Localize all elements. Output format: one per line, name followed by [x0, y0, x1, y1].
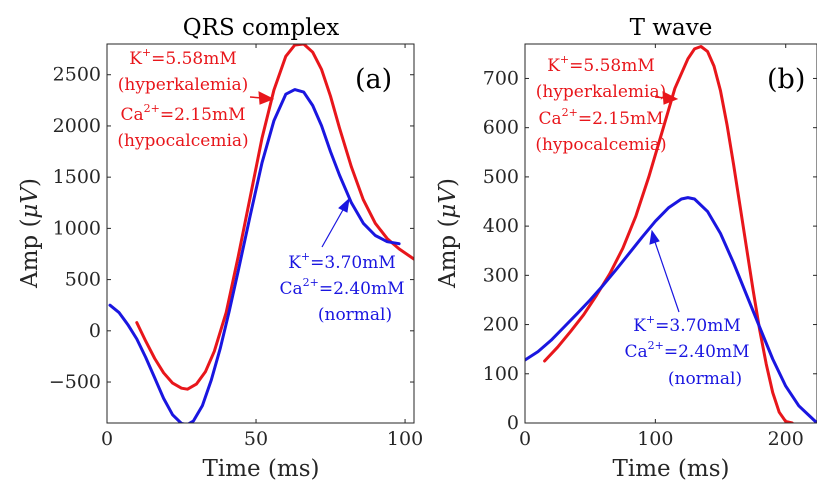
panel-b-arrow-hyper	[654, 91, 679, 105]
panel-b-ytick-label: 500	[483, 166, 519, 188]
panel-b-xtick-label: 100	[637, 428, 673, 450]
panel-a-xtick-label: 100	[387, 428, 423, 450]
panel-b-annotation-normal: K+=3.70mM Ca2+=2.40mM (normal)	[625, 313, 750, 389]
panel-a-annotation-hyper: K+=5.58mM (hyperkalemia) Ca2+=2.15mM (hy…	[117, 46, 248, 151]
panel-b-xtick-label: 0	[519, 428, 531, 450]
panel-b-ytick-label: 700	[483, 67, 519, 89]
panel-b-arrow-normal	[649, 229, 680, 313]
panel-a-series-normal-line	[108, 88, 401, 423]
panel-a-label: (a)	[355, 64, 392, 95]
panel-a-arrow-hyper	[249, 91, 275, 105]
panel-b-xtick-label: 200	[768, 428, 804, 450]
panel-a-annotation-normal: K+=3.70mM Ca2+=2.40mM (normal)	[280, 250, 405, 325]
panel-a-ytick-label: 2500	[53, 64, 101, 86]
panel-a-series-hyper-line	[135, 44, 414, 391]
panel-b-annotation-hyper: K+=5.58mM (hyperkalemia) Ca2+=2.15mM (hy…	[535, 53, 666, 155]
panel-a-frame	[106, 43, 415, 424]
panel-a: QRS complex 0 50 100 −500 0 500 1000 1500 2000 25…	[17, 15, 423, 482]
panel-b-normal-ca: Ca2+=2.40mM	[625, 339, 750, 362]
panel-a-hyper-k: K+=5.58mM	[129, 46, 237, 69]
panel-a-xtick-label: 0	[101, 428, 113, 450]
panel-a-ytick-label: 500	[65, 269, 101, 291]
panel-b-label: (b)	[767, 64, 805, 95]
panel-a-ytick-label: 2000	[53, 115, 101, 137]
panel-a-normal-label: (normal)	[318, 305, 392, 325]
panel-a-xlabel: Time (ms)	[203, 456, 320, 482]
panel-a-normal-k: K+=3.70mM	[288, 250, 396, 273]
panel-a-ylabel: Amp (μV)	[17, 178, 43, 289]
panel-b-ytick-label: 600	[483, 117, 519, 139]
panel-a-plot: 0 50 100 −500 0 500 1000 1500 2000 2500	[49, 44, 423, 450]
panel-b-hyper-label2: (hypocalcemia)	[535, 135, 666, 155]
panel-b-ytick-label: 100	[483, 363, 519, 385]
panel-a-hyper-ca: Ca2+=2.15mM	[121, 102, 246, 125]
panel-b-xlabel: Time (ms)	[613, 456, 730, 482]
panel-b: T wave 0 100 200 0 100 200 300 400 500 600 700 (b)…	[435, 15, 817, 482]
panel-b-normal-label: (normal)	[668, 369, 742, 389]
panel-a-hyper-label2: (hypocalcemia)	[117, 131, 248, 151]
panel-b-series-normal-line	[525, 196, 817, 423]
panel-a-ytick-label: 0	[89, 320, 101, 342]
panel-a-xtick-label: 50	[244, 428, 268, 450]
panel-b-hyper-ca: Ca2+=2.15mM	[539, 106, 664, 129]
panel-a-arrow-normal	[321, 197, 350, 248]
panel-a-ytick-label: 1000	[53, 217, 101, 239]
panel-b-ytick-label: 300	[483, 264, 519, 286]
panel-b-ytick-label: 200	[483, 314, 519, 336]
panel-b-plot: 0 100 200 0 100 200 300 400 500 600 700	[483, 44, 817, 450]
panel-b-ytick-label: 0	[507, 412, 519, 434]
panel-a-hyper-label1: (hyperkalemia)	[118, 75, 249, 95]
panel-b-hyper-k: K+=5.58mM	[547, 53, 655, 76]
panel-b-series-hyper-line	[543, 45, 794, 423]
panel-a-normal-ca: Ca2+=2.40mM	[280, 276, 405, 299]
panel-b-title: T wave	[630, 15, 713, 41]
panel-b-frame	[524, 43, 817, 424]
panel-b-ylabel: Amp (μV)	[435, 178, 461, 289]
panel-b-ytick-label: 400	[483, 215, 519, 237]
panel-b-normal-k: K+=3.70mM	[633, 313, 741, 336]
panel-b-hyper-label1: (hyperkalemia)	[536, 82, 667, 102]
panel-a-title: QRS complex	[183, 15, 339, 41]
panel-a-ytick-label: 1500	[53, 166, 101, 188]
panel-a-ytick-label: −500	[49, 371, 101, 393]
